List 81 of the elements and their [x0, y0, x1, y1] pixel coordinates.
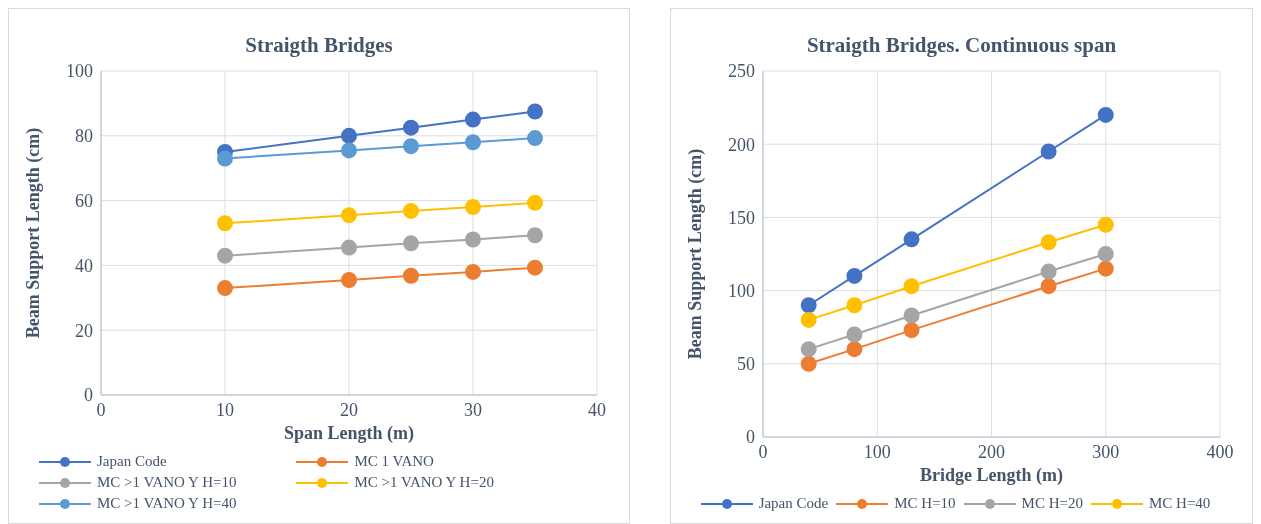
x-tick-label: 0: [758, 441, 768, 462]
y-axis-title: Beam Support Length (cm): [23, 127, 45, 339]
point: [527, 259, 543, 276]
legend-label: MC >1 VANO Y H=10: [96, 474, 237, 491]
point: [1040, 143, 1057, 160]
legend-label: MC H=40: [1148, 495, 1211, 512]
point: [903, 307, 920, 324]
point: [341, 239, 357, 256]
point: [527, 103, 543, 120]
point: [527, 194, 543, 211]
y-tick-label: 80: [75, 126, 93, 147]
legend-label: MC H=10: [893, 495, 956, 512]
point: [800, 311, 817, 328]
point: [846, 297, 863, 314]
x-tick-label: 300: [1092, 441, 1120, 462]
point: [1097, 260, 1114, 277]
x-tick-label: 100: [863, 441, 891, 462]
point: [527, 227, 543, 244]
point: [403, 267, 419, 284]
point: [846, 326, 863, 343]
y-tick-label: 40: [75, 255, 93, 276]
point: [800, 297, 817, 314]
point: [465, 134, 481, 151]
y-tick-label: 50: [737, 354, 755, 375]
point: [341, 207, 357, 224]
point: [465, 199, 481, 216]
chart-title: Straigth Bridges. Continuous span: [805, 33, 1118, 59]
x-axis-title: Span Length (m): [283, 423, 415, 444]
point: [1040, 234, 1057, 251]
point: [403, 202, 419, 219]
point: [903, 278, 920, 295]
point: [903, 231, 920, 248]
x-tick-label: 30: [464, 399, 482, 420]
legend-label: MC >1 VANO Y H=40: [96, 495, 237, 512]
y-tick-label: 100: [728, 280, 755, 301]
point: [403, 119, 419, 136]
point: [403, 235, 419, 252]
point: [1040, 263, 1057, 280]
x-axis-title: Bridge Length (m): [920, 465, 1063, 486]
legend-label: Japan Code: [757, 495, 829, 512]
y-tick-label: 20: [75, 320, 93, 341]
point: [217, 247, 233, 264]
y-tick-label: 60: [75, 190, 93, 211]
x-tick-label: 400: [1206, 441, 1234, 462]
point: [465, 263, 481, 280]
point: [217, 280, 233, 297]
point: [800, 355, 817, 372]
point: [341, 127, 357, 144]
legend-label: MC >1 VANO Y H=20: [353, 474, 494, 491]
y-axis-title: Beam Support Length (cm): [685, 148, 707, 360]
point: [465, 111, 481, 128]
point: [846, 267, 863, 284]
y-tick-label: 200: [728, 134, 755, 155]
point: [903, 322, 920, 339]
legend-label: MC 1 VANO: [353, 453, 435, 470]
y-tick-label: 150: [728, 207, 755, 228]
y-tick-label: 0: [84, 385, 93, 406]
point: [341, 142, 357, 159]
point: [217, 150, 233, 167]
point: [465, 231, 481, 248]
point: [1097, 246, 1114, 262]
point: [1097, 216, 1114, 233]
chart-title: Straigth Bridges: [244, 33, 394, 59]
point: [800, 341, 817, 358]
legend-label: MC H=20: [1020, 495, 1083, 512]
point: [217, 215, 233, 232]
x-tick-label: 200: [978, 441, 1005, 462]
x-tick-label: 20: [340, 399, 358, 420]
point: [403, 138, 419, 155]
point: [527, 130, 543, 147]
y-tick-label: 0: [746, 427, 755, 448]
y-tick-label: 250: [728, 61, 755, 82]
point: [1040, 278, 1057, 295]
y-tick-label: 100: [66, 61, 93, 82]
point: [846, 341, 863, 358]
point: [341, 271, 357, 288]
x-tick-label: 0: [96, 399, 106, 420]
legend-label: Japan Code: [96, 453, 168, 470]
x-tick-label: 10: [216, 399, 234, 420]
x-tick-label: 40: [588, 399, 606, 420]
point: [1097, 106, 1114, 123]
